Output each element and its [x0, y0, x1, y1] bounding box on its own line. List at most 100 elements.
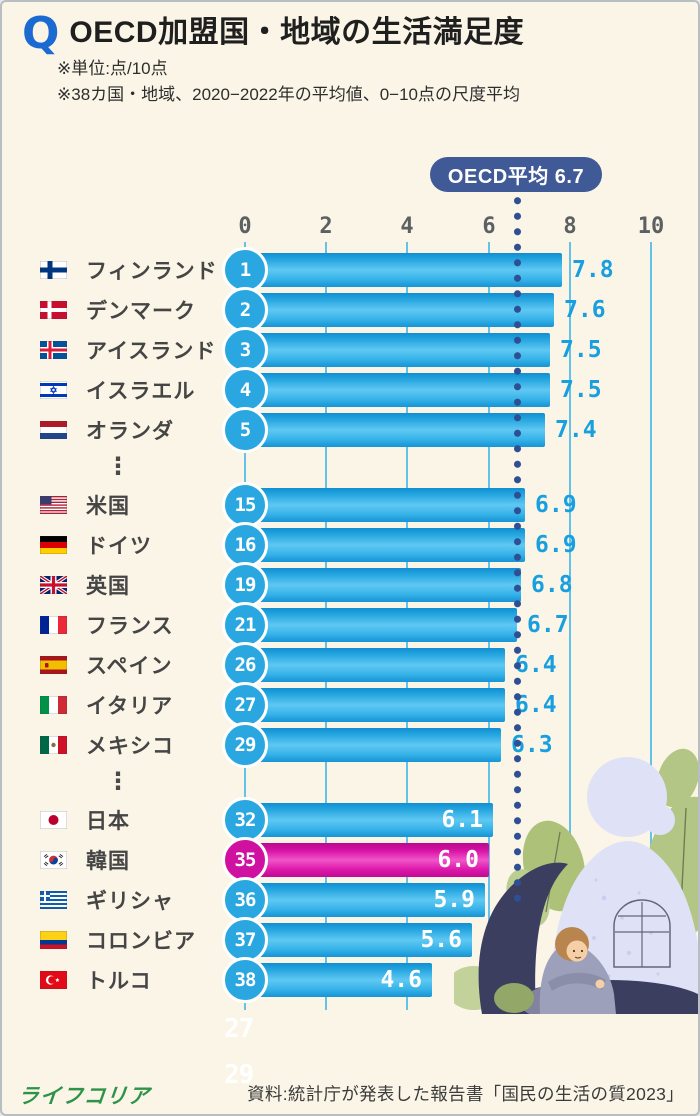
- ghost-label-29: 29: [224, 1060, 254, 1090]
- score-value: 7.4: [555, 417, 597, 443]
- rank-badge: 19: [222, 562, 268, 608]
- country-row-fr: フランス 21 6.7: [2, 602, 698, 648]
- country-row-nl: オランダ 5 7.4: [2, 407, 698, 453]
- ellipsis-row: ⋮: [2, 450, 698, 485]
- axis-tick-label: 2: [319, 214, 333, 239]
- window-icon: [613, 899, 671, 968]
- country-label: 韓国: [86, 850, 130, 873]
- axis-tick-label: 6: [482, 214, 496, 239]
- score-bar: [245, 883, 485, 917]
- score-bar: [245, 413, 545, 447]
- leaf-front-icon: [494, 983, 534, 1013]
- flag-tr-icon: [40, 971, 67, 989]
- axis-tick-label: 10: [637, 214, 665, 239]
- flag-is-icon: [40, 341, 67, 359]
- rank-badge: 4: [222, 367, 268, 413]
- flag-mx-icon: [40, 736, 67, 754]
- notes: ※単位:点/10点 ※38カ国・地域、2020−2022年の平均値、0−10点の…: [57, 56, 520, 107]
- score-bar: [245, 488, 525, 522]
- flag-nl-icon: [40, 421, 67, 439]
- score-bar: [245, 923, 472, 957]
- flag-es-icon: [40, 656, 67, 674]
- bar-rows: フィンランド 1 7.8 デンマーク 2 7.6 アイスランド 3 7.5 イスラエル 4 7.5 オラ…: [2, 247, 698, 1003]
- score-bar: [245, 608, 517, 642]
- score-value: 7.5: [560, 337, 602, 363]
- flag-jp-icon: [40, 811, 67, 829]
- oecd-average-badge: OECD平均 6.7: [430, 157, 602, 192]
- country-label: フィンランド: [86, 260, 218, 283]
- country-label: アイスランド: [86, 340, 217, 363]
- flag-us-icon: [40, 496, 67, 514]
- score-bar: [245, 568, 521, 602]
- score-value: 6.8: [531, 572, 573, 598]
- score-value: 6.7: [527, 612, 569, 638]
- score-bar: [245, 963, 432, 997]
- rank-badge: 35: [222, 837, 268, 883]
- country-label: コロンビア: [86, 930, 196, 953]
- score-value: 6.9: [535, 532, 577, 558]
- country-row-is: アイスランド 3 7.5: [2, 327, 698, 373]
- country-row-kr: 韓国 35 6.0: [2, 837, 698, 883]
- ellipsis-row: ⋮: [2, 765, 698, 800]
- flag-co-icon: [40, 931, 67, 949]
- score-bar: [245, 293, 554, 327]
- score-bar: [245, 528, 525, 562]
- axis-tick-label: 4: [400, 214, 414, 239]
- score-value: 7.6: [564, 297, 606, 323]
- country-label: 米国: [86, 495, 130, 518]
- axis-tick-label: 8: [563, 214, 577, 239]
- ghost-label-27: 27: [224, 1014, 254, 1044]
- score-value: 5.6: [420, 927, 462, 953]
- note-scope: ※38カ国・地域、2020−2022年の平均値、0−10点の尺度平均: [57, 84, 521, 104]
- ellipsis-icon: ⋮: [106, 452, 130, 480]
- country-label: イスラエル: [86, 380, 196, 403]
- country-label: オランダ: [86, 420, 174, 443]
- score-bar: [245, 373, 550, 407]
- country-row-it: イタリア 27 6.4: [2, 682, 698, 728]
- flag-kr-icon: [40, 851, 67, 869]
- flag-de-icon: [40, 536, 67, 554]
- country-row-il: イスラエル 4 7.5: [2, 367, 698, 413]
- axis-tick-label: 0: [238, 214, 252, 239]
- country-label: ギリシャ: [86, 890, 174, 913]
- country-label: 日本: [86, 810, 130, 833]
- country-label: スペイン: [86, 655, 173, 678]
- country-row-jp: 日本 32 6.1: [2, 797, 698, 843]
- score-value: 7.8: [572, 257, 614, 283]
- flag-il-icon: [40, 381, 67, 399]
- score-value: 6.0: [437, 847, 479, 873]
- ellipsis-icon: ⋮: [106, 767, 130, 795]
- score-bar: [245, 688, 505, 722]
- oecd-average-dotline: [513, 193, 522, 909]
- score-bar: [245, 728, 501, 762]
- q-mark: Q: [22, 8, 60, 59]
- score-value: 4.6: [380, 967, 422, 993]
- source-credit: 資料:統計庁が発表した報告書「国民の生活の質2023」: [247, 1084, 684, 1104]
- flag-gr-icon: [40, 891, 67, 909]
- country-row-tr: トルコ 38 4.6: [2, 957, 698, 1003]
- score-bar: [245, 333, 550, 367]
- rank-badge: 38: [222, 957, 268, 1003]
- rank-badge: 26: [222, 642, 268, 688]
- country-label: イタリア: [86, 695, 174, 718]
- score-value: 6.9: [535, 492, 577, 518]
- score-bar: [245, 253, 562, 287]
- flag-gb-icon: [40, 576, 67, 594]
- country-row-es: スペイン 26 6.4: [2, 642, 698, 688]
- flag-fi-icon: [40, 261, 67, 279]
- note-unit: ※単位:点/10点: [57, 59, 168, 78]
- rank-badge: 32: [222, 797, 268, 843]
- score-bar: [245, 648, 505, 682]
- country-label: ドイツ: [86, 535, 152, 558]
- score-value: 5.9: [433, 887, 475, 913]
- score-bar: [245, 803, 493, 837]
- rank-badge: 5: [222, 407, 268, 453]
- header: Q OECD加盟国・地域の生活満足度: [22, 12, 524, 56]
- score-value: 6.1: [441, 807, 483, 833]
- country-label: 英国: [86, 575, 130, 598]
- country-row-gb: 英国 19 6.8: [2, 562, 698, 608]
- country-label: メキシコ: [86, 735, 174, 758]
- country-row-co: コロンビア 37 5.6: [2, 917, 698, 963]
- country-row-gr: ギリシャ 36 5.9: [2, 877, 698, 923]
